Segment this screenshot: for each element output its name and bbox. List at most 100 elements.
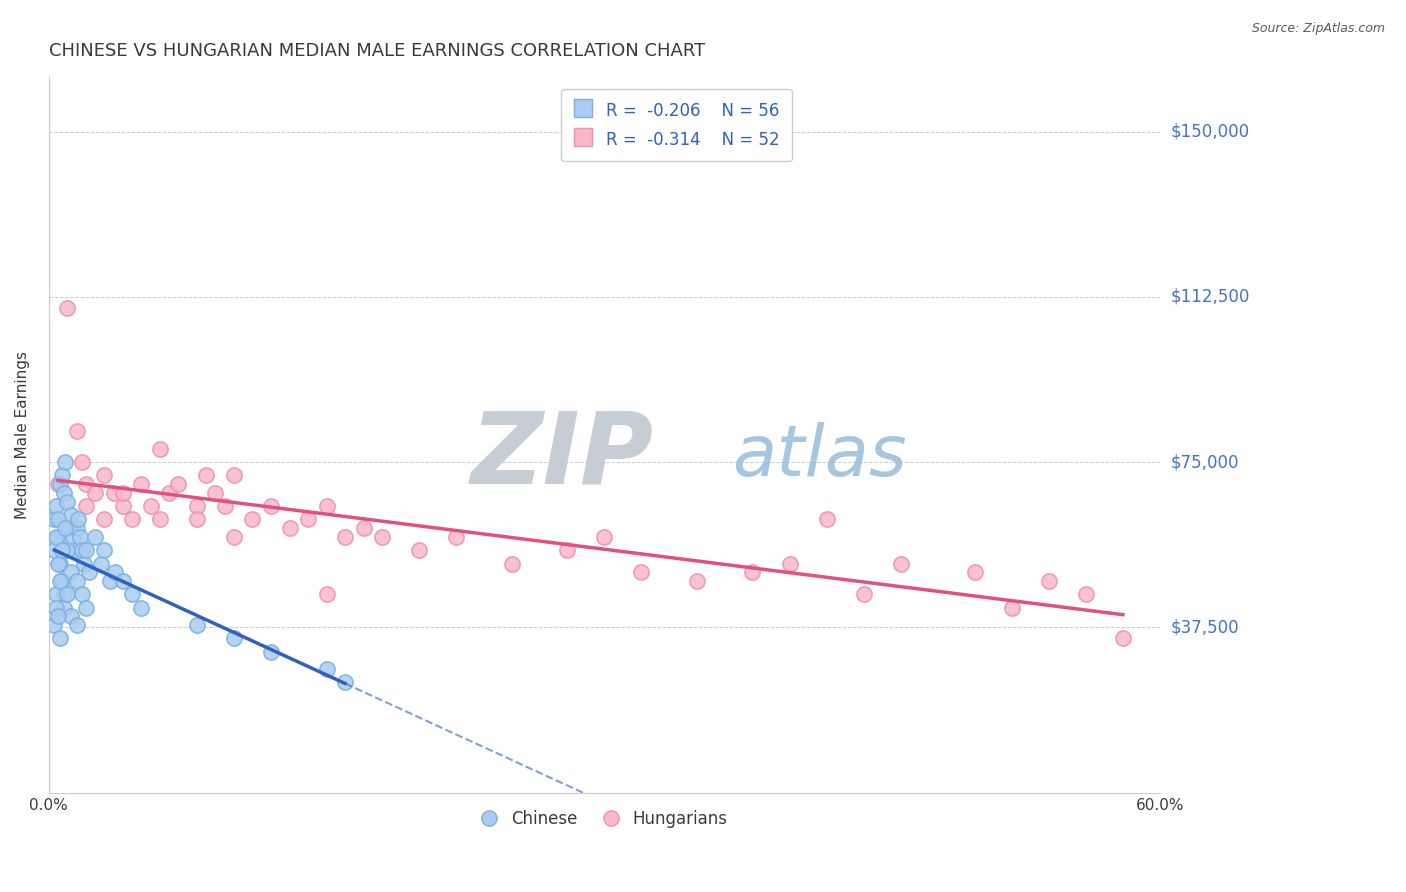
Point (260, 500, 283, 514)
Point (70, 543, 93, 558)
Point (65, 618, 87, 632)
Point (222, 468, 245, 483)
Point (408, 543, 430, 558)
Point (44, 618, 66, 632)
Point (186, 500, 208, 514)
Point (139, 500, 162, 514)
Y-axis label: Median Male Earnings: Median Male Earnings (15, 351, 30, 518)
Point (44, 512, 66, 526)
Point (46, 530, 69, 544)
Point (63, 543, 86, 558)
Point (121, 512, 143, 526)
Point (111, 574, 134, 589)
Point (51, 574, 73, 589)
Point (56, 301, 79, 315)
Point (79, 566, 101, 580)
Point (84, 530, 107, 544)
Point (371, 530, 394, 544)
Point (49, 632, 72, 646)
Point (779, 557, 801, 571)
Point (131, 600, 153, 615)
Point (45, 530, 67, 544)
Point (1112, 632, 1135, 646)
Legend: Chinese, Hungarians: Chinese, Hungarians (474, 803, 734, 834)
Point (167, 477, 190, 491)
Point (195, 468, 218, 483)
Point (104, 566, 127, 580)
Point (186, 618, 208, 632)
Point (149, 442, 172, 456)
Point (90, 557, 112, 571)
Point (52, 486, 75, 500)
Point (44, 543, 66, 558)
Text: ZIP: ZIP (471, 408, 654, 505)
Point (260, 645, 283, 659)
Point (56, 587, 79, 601)
Point (593, 530, 616, 544)
Point (75, 543, 97, 558)
Point (51, 468, 73, 483)
Point (315, 662, 337, 676)
Point (333, 675, 356, 690)
Point (51, 543, 73, 558)
Point (70, 455, 93, 469)
Text: $75,000: $75,000 (1171, 453, 1240, 471)
Point (45, 587, 67, 601)
Point (69, 530, 91, 544)
Point (46, 609, 69, 624)
Point (1038, 574, 1060, 589)
Point (65, 521, 87, 535)
Point (1074, 587, 1097, 601)
Point (56, 543, 79, 558)
Point (67, 512, 90, 526)
Point (93, 468, 115, 483)
Point (501, 557, 523, 571)
Point (686, 574, 709, 589)
Point (204, 486, 226, 500)
Text: $37,500: $37,500 (1171, 618, 1240, 636)
Point (73, 557, 96, 571)
Text: CHINESE VS HUNGARIAN MEDIAN MALE EARNINGS CORRELATION CHART: CHINESE VS HUNGARIAN MEDIAN MALE EARNING… (49, 42, 704, 60)
Point (353, 521, 375, 535)
Point (70, 587, 93, 601)
Point (297, 512, 319, 526)
Text: Source: ZipAtlas.com: Source: ZipAtlas.com (1251, 22, 1385, 36)
Point (103, 486, 125, 500)
Point (852, 587, 875, 601)
Point (278, 521, 301, 535)
Point (815, 512, 838, 526)
Point (222, 530, 245, 544)
Point (315, 587, 337, 601)
Point (242, 512, 264, 526)
Text: $112,500: $112,500 (1171, 288, 1250, 306)
Point (890, 557, 912, 571)
Point (555, 543, 578, 558)
Point (52, 600, 75, 615)
Point (111, 486, 134, 500)
Point (444, 530, 467, 544)
Point (214, 500, 236, 514)
Point (186, 512, 208, 526)
Point (963, 566, 986, 580)
Point (157, 486, 180, 500)
Point (58, 521, 80, 535)
Point (46, 477, 69, 491)
Point (131, 477, 153, 491)
Point (93, 543, 115, 558)
Point (741, 566, 763, 580)
Point (65, 425, 87, 439)
Text: $150,000: $150,000 (1171, 123, 1250, 141)
Point (84, 486, 107, 500)
Point (98, 574, 121, 589)
Point (45, 500, 67, 514)
Point (1001, 600, 1024, 615)
Point (49, 574, 72, 589)
Point (111, 500, 134, 514)
Point (55, 521, 77, 535)
Point (56, 495, 79, 509)
Point (121, 587, 143, 601)
Point (55, 455, 77, 469)
Text: atlas: atlas (733, 422, 907, 491)
Point (49, 557, 72, 571)
Point (59, 566, 82, 580)
